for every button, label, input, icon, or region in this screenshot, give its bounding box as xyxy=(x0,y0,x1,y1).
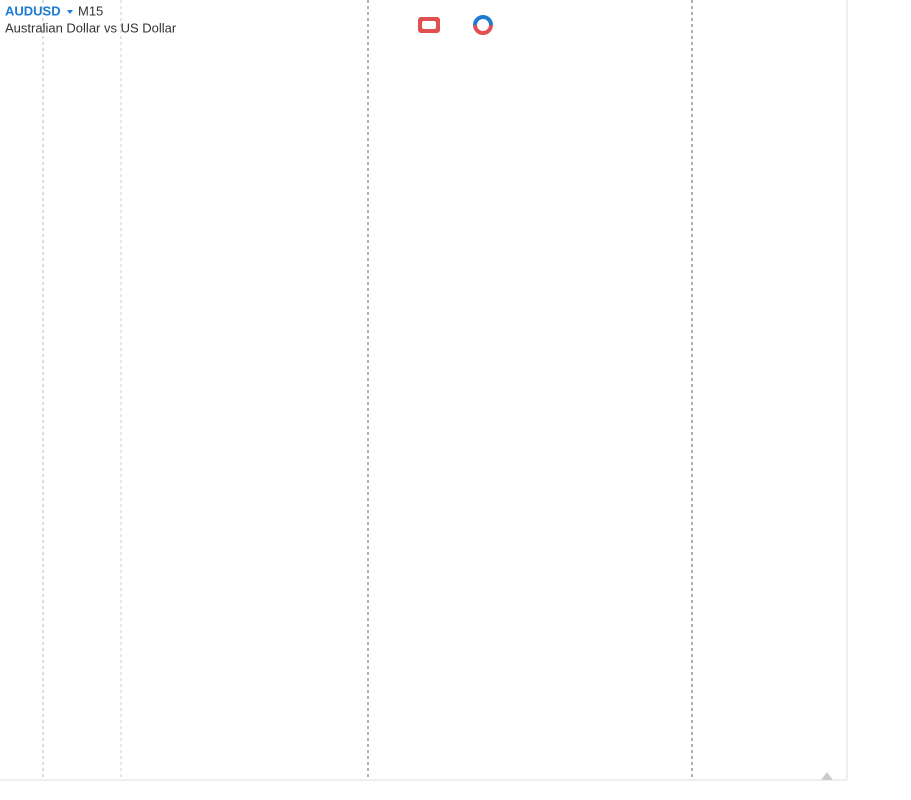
trade-icon[interactable] xyxy=(418,17,440,33)
symbol[interactable]: AUDUSD xyxy=(5,3,61,18)
timeframe[interactable]: M15 xyxy=(78,3,103,18)
signal-icon-ring[interactable] xyxy=(473,15,493,35)
trade-icon-inner[interactable] xyxy=(422,21,436,29)
chart-title: Australian Dollar vs US Dollar xyxy=(5,20,177,35)
scroll-icon[interactable] xyxy=(821,772,833,780)
signal-icon[interactable] xyxy=(473,15,493,35)
dropdown-icon[interactable] xyxy=(67,10,73,14)
